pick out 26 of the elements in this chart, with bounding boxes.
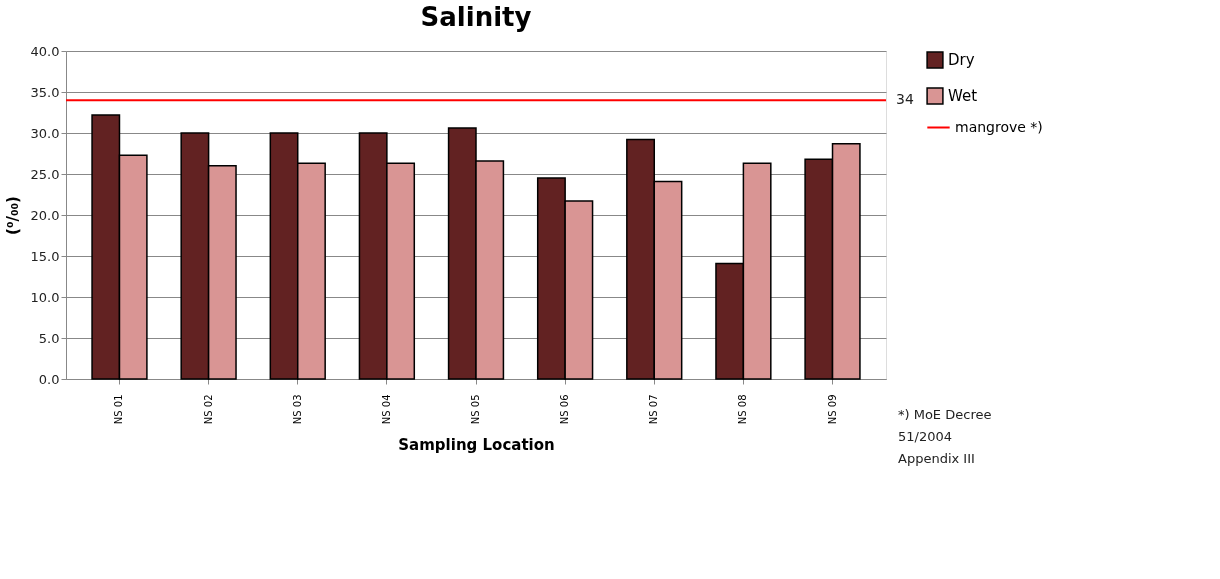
x-axis-title: Sampling Location	[398, 436, 555, 455]
x-tick-label: NS 07	[648, 394, 660, 425]
y-axis-title: (⁰/₀₀)	[3, 196, 22, 235]
legend-label: mangrove *)	[955, 118, 1043, 135]
y-tick-label: 5.0	[38, 330, 60, 346]
y-tick-label: 25.0	[30, 166, 60, 182]
x-tick-label: NS 04	[380, 394, 392, 425]
x-tick-label: NS 05	[470, 394, 481, 425]
y-tick-label: 0.0	[38, 371, 60, 387]
x-tick-label: NS 08	[737, 394, 749, 425]
text: *) MoE Decree 51/2004 Appendix III	[898, 407, 992, 466]
legend-label: Wet	[948, 87, 978, 105]
y-tick-label: 30.0	[30, 125, 60, 141]
y-tick-label: 10.0	[30, 289, 60, 305]
text: 34	[896, 91, 914, 108]
chart-title: Salinity	[420, 2, 532, 32]
legend-label: Dry	[948, 51, 975, 69]
x-tick-label: NS 06	[559, 394, 571, 425]
x-tick-label: NS 02	[202, 394, 214, 425]
y-tick-label: 40.0	[30, 43, 60, 59]
x-tick-label: NS 09	[826, 394, 838, 425]
x-tick-label: NS 03	[291, 394, 303, 425]
x-tick-label: NS 01	[113, 394, 125, 425]
y-tick-label: 20.0	[30, 207, 60, 223]
y-tick-label: 35.0	[30, 84, 60, 100]
y-tick-label: 15.0	[30, 248, 60, 264]
